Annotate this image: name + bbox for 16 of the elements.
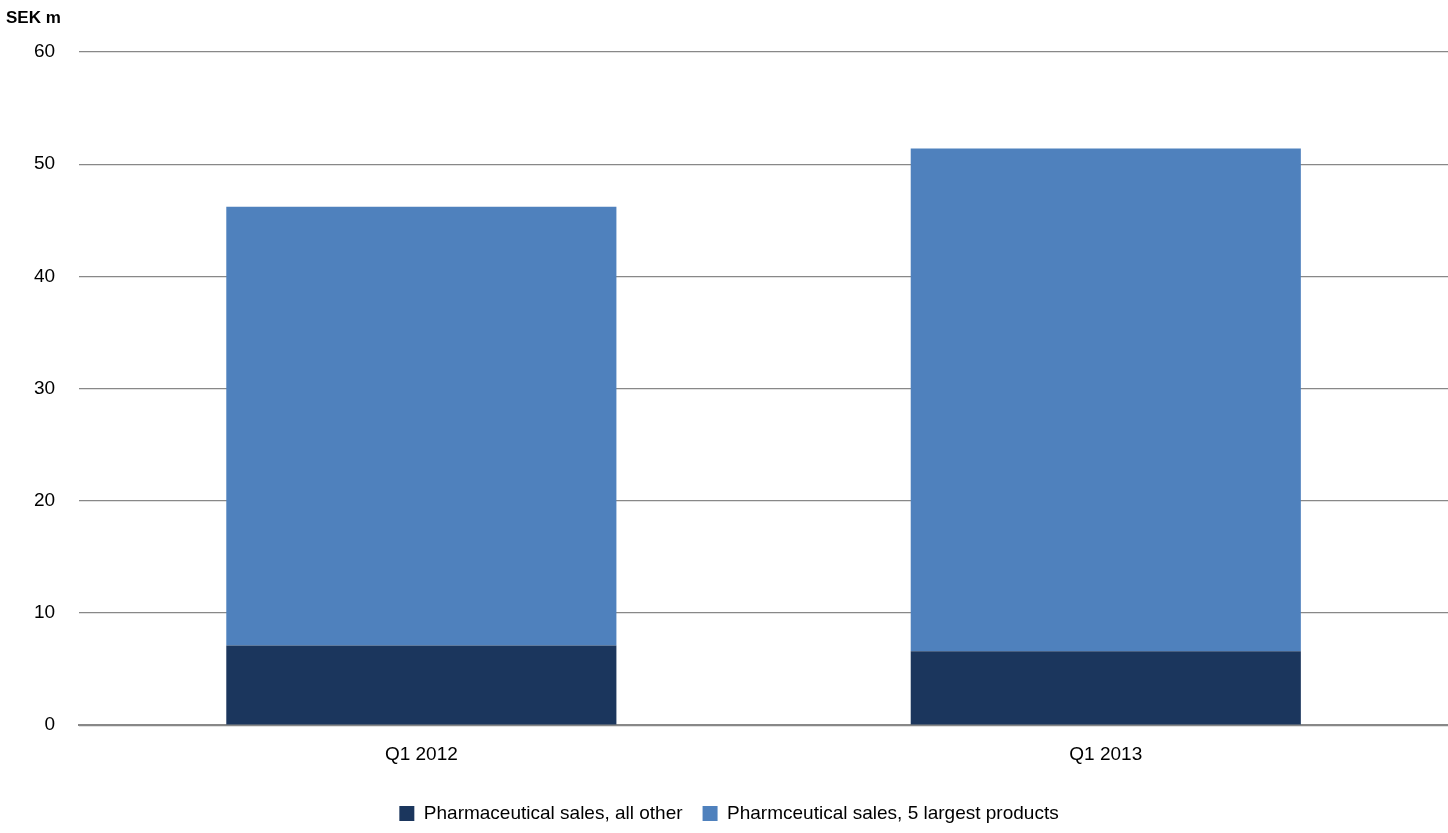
y-tick-label: 40 xyxy=(33,264,56,286)
bar xyxy=(226,645,617,725)
x-tick-label: Q1 2013 xyxy=(1069,742,1143,764)
y-tick-label: 50 xyxy=(33,152,56,174)
y-tick-label: 0 xyxy=(44,713,56,735)
y-tick-label: 10 xyxy=(33,601,56,623)
x-tick-label: Q1 2012 xyxy=(384,742,458,764)
bar xyxy=(910,148,1301,652)
y-tick-label: 30 xyxy=(33,376,56,398)
y-tick-label: 20 xyxy=(33,489,56,511)
legend-label: Pharmceutical sales, 5 largest products xyxy=(727,801,1059,823)
y-axis-title: SEK m xyxy=(6,8,61,28)
bar xyxy=(910,651,1301,725)
legend-label: Pharmaceutical sales, all other xyxy=(423,801,684,823)
y-tick-label: 60 xyxy=(33,40,56,62)
bar xyxy=(226,206,617,646)
